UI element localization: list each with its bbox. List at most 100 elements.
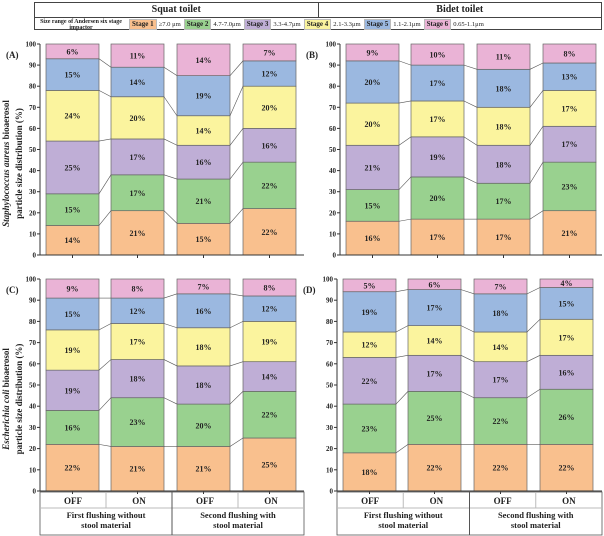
figure-header: Squat toilet Bidet toilet Size range of … [34,2,602,31]
data-label: 17% [562,140,578,149]
connector-line [98,444,112,447]
bar-segment [345,189,400,222]
connector-line [460,289,475,295]
data-label: 8% [132,285,144,294]
y-tick-label: 90 [329,62,337,70]
bar-segment [539,278,594,288]
data-label: 17% [427,304,443,313]
data-label: 14% [262,373,278,382]
connector-line [163,66,178,76]
data-label: 16% [559,368,575,377]
y-tick-label: 30 [329,188,337,196]
data-label: 19% [65,346,81,355]
bar-segment [242,278,297,297]
data-label: 15% [365,201,381,210]
y-tick-label: 40 [329,167,337,175]
y-tick-label: 20 [329,209,337,217]
bar-segment [342,331,397,358]
data-label: 12% [130,307,146,316]
connector-line [529,90,544,108]
data-label: 8% [564,49,576,58]
data-label: 17% [496,233,512,242]
connector-line [398,218,412,222]
connector-line [529,210,544,220]
connector-line [229,128,244,146]
y-tick-label: 40 [29,167,37,175]
data-label: 18% [496,160,512,169]
data-label: 15% [65,71,81,80]
group-label: Second flushing with stool material [498,510,574,530]
bar-segment [410,64,465,102]
y-tick-label: 70 [29,104,37,112]
data-label: 21% [196,465,212,474]
data-label: 22% [262,228,278,237]
connector-line [529,62,544,70]
connector-line [163,323,178,329]
data-label: 14% [427,336,443,345]
bar-segment [242,295,297,322]
bar-segment [410,43,465,66]
y-tick-label: 100 [26,41,37,49]
bar-segment [45,329,100,371]
bar-segment [110,397,165,447]
data-label: 15% [559,299,575,308]
connector-line [229,293,244,297]
data-label: 12% [262,70,278,79]
y-tick-label: 10 [29,466,37,474]
data-label: 23% [362,424,378,433]
data-label: 17% [493,376,509,385]
category-label: ON [132,496,146,506]
data-label: 22% [362,377,378,386]
data-label: 10% [430,51,446,60]
bar-segment [476,144,531,184]
bar-segment [242,361,297,392]
data-label: 19% [430,153,446,162]
data-label: 19% [262,338,278,347]
connector-line [163,359,178,367]
connector-line [526,319,541,333]
bar-segment [176,327,231,367]
connector-line [398,136,412,146]
category-label: ON [562,496,576,506]
bar-segment [407,289,462,326]
connector-line [98,397,112,411]
data-label: 17% [559,333,575,342]
connector-line [98,90,112,98]
bar-segment [176,223,231,256]
data-label: 17% [130,153,146,162]
data-label: 21% [562,229,578,238]
category-label: OFF [64,496,82,506]
data-label: 12% [262,305,278,314]
connector-line [98,58,112,68]
panel-label: (D) [303,285,316,295]
data-label: 15% [65,310,81,319]
bar-segment [539,388,594,445]
connector-line [395,289,409,293]
y-tick-label: 20 [29,209,37,217]
bar-segment [176,115,231,146]
connector-line [395,391,409,405]
bar-segment [473,361,528,399]
bar-segment [342,403,397,454]
category-label: ON [430,496,444,506]
bar-segment [410,136,465,178]
bar-segment [539,318,594,356]
y-tick-label: 90 [29,62,37,70]
connector-line [463,176,478,184]
y-tick-label: 0 [330,488,334,496]
data-label: 7% [495,282,507,291]
data-label: 22% [262,411,278,420]
y-tick-label: 80 [29,83,37,91]
connector-line [98,359,112,371]
bar-segment [242,60,297,87]
panel-label: (A) [6,50,19,60]
data-label: 14% [130,78,146,87]
bar-segment [342,452,397,492]
bar-segment [476,182,531,220]
bar-segment [473,293,528,333]
connector-line [526,287,541,295]
connector-line [526,355,541,362]
data-label: 16% [262,141,278,150]
panel-label: (C) [6,285,19,295]
bar-segment [110,96,165,140]
